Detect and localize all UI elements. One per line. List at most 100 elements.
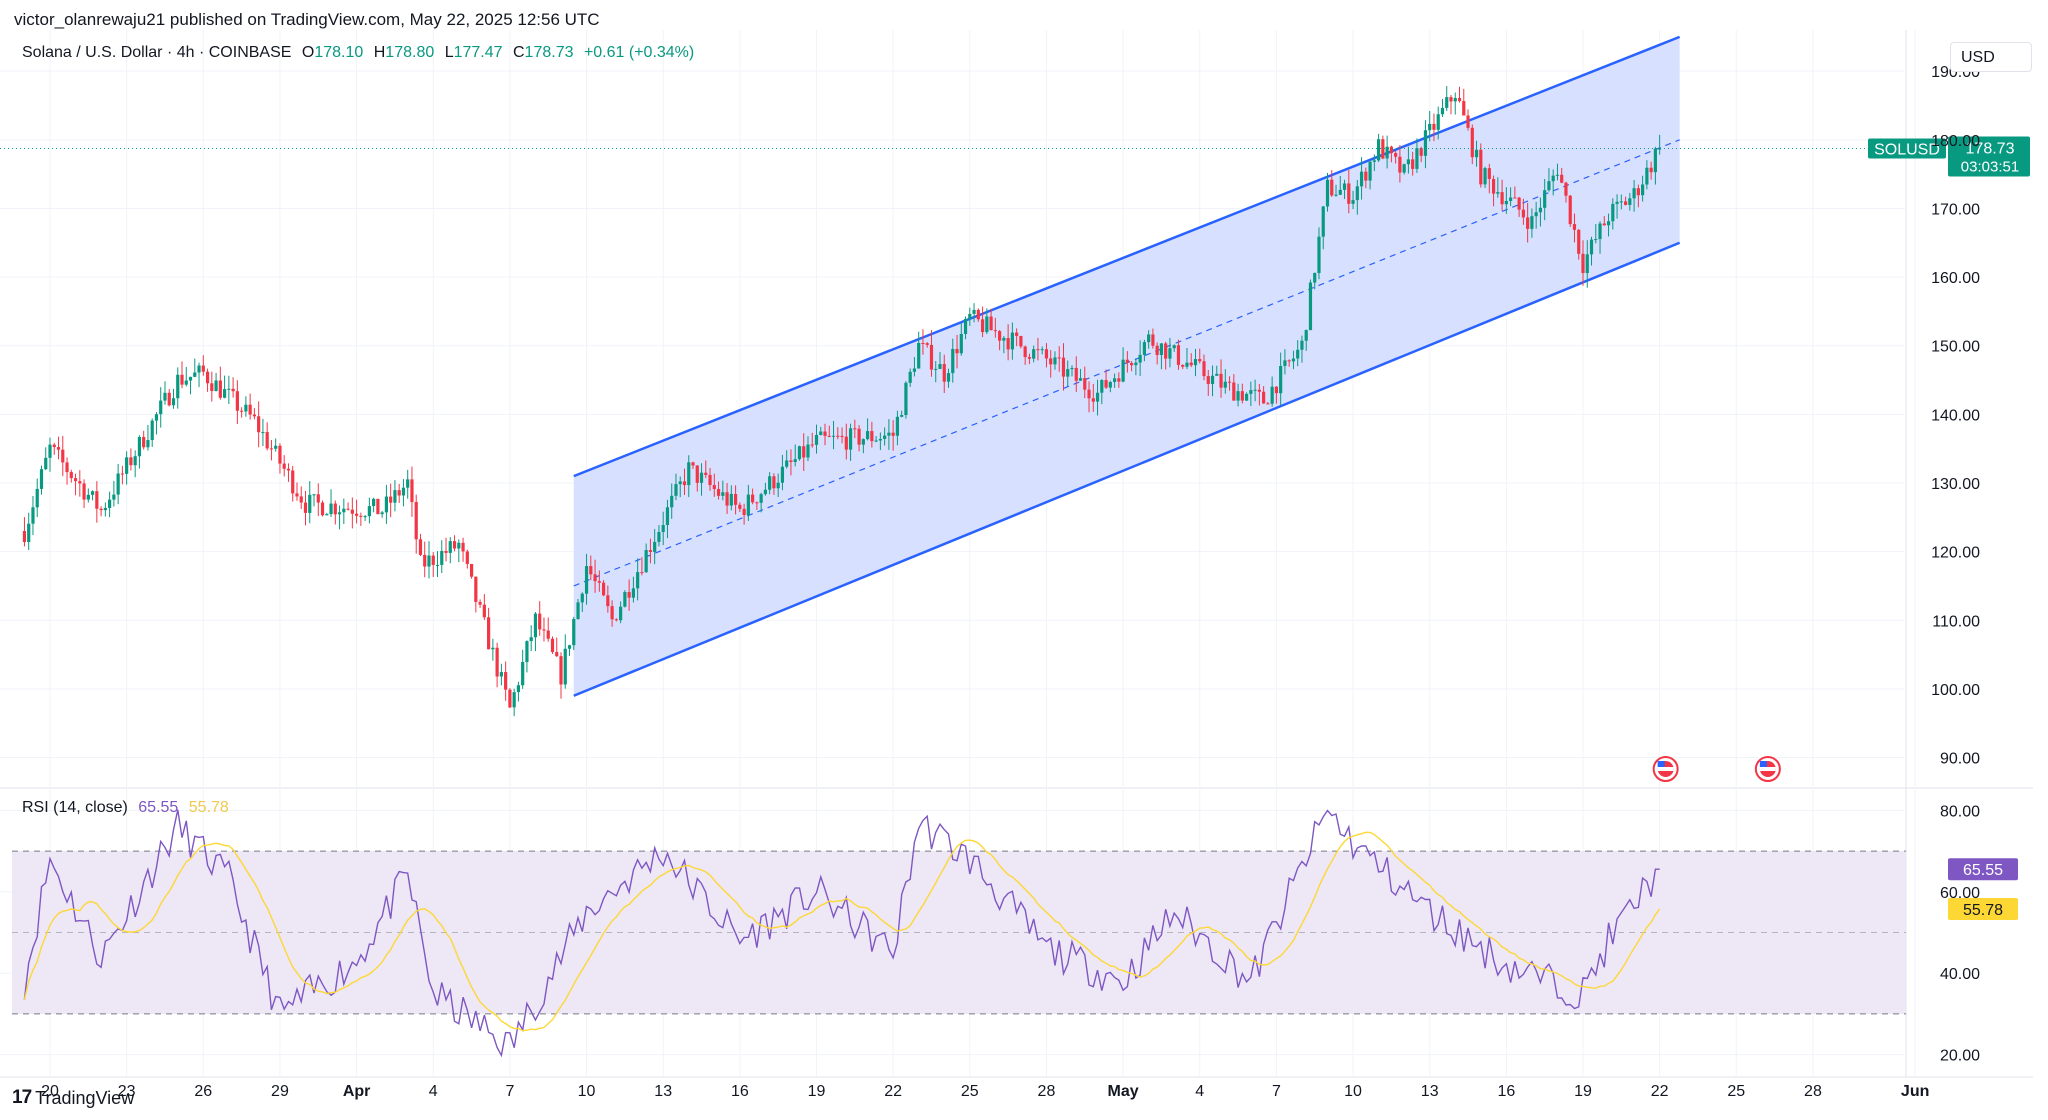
price-tick-label: 100.00 bbox=[1931, 682, 1980, 699]
candle-body bbox=[69, 472, 73, 479]
candle-body bbox=[291, 470, 295, 494]
time-tick-label: 20 bbox=[41, 1083, 59, 1100]
candle-body bbox=[248, 404, 252, 415]
candle-body bbox=[1577, 229, 1581, 254]
candle-body bbox=[1010, 332, 1014, 350]
candle-body bbox=[1181, 364, 1185, 367]
candle-body bbox=[1193, 359, 1198, 366]
candle-body bbox=[844, 436, 848, 450]
candle-body bbox=[461, 542, 465, 552]
ticker-tag-bg bbox=[1868, 138, 1946, 159]
candle-body bbox=[1066, 369, 1070, 377]
candle-body bbox=[1572, 224, 1577, 230]
symbol-title[interactable]: Solana / U.S. Dollar · 4h · COINBASE bbox=[22, 44, 292, 61]
candle-body bbox=[1602, 223, 1606, 226]
candle-body bbox=[1521, 209, 1525, 218]
candle-body bbox=[303, 502, 308, 513]
candle-body bbox=[133, 456, 137, 466]
rsi-label[interactable]: RSI (14, close) bbox=[22, 799, 128, 816]
time-tick-label: 16 bbox=[731, 1083, 749, 1100]
candle-body bbox=[1044, 349, 1049, 359]
rsi-legend: RSI (14, close) 65.55 55.78 bbox=[22, 799, 229, 817]
candle-body bbox=[521, 662, 525, 686]
candle-body bbox=[1555, 174, 1560, 176]
candle-body bbox=[597, 581, 601, 583]
candle-body bbox=[227, 388, 231, 390]
candle-body bbox=[550, 638, 555, 653]
candle-body bbox=[895, 416, 900, 436]
channel-lower-line bbox=[573, 241, 1681, 697]
candle-body bbox=[555, 652, 559, 657]
candle-body bbox=[802, 446, 806, 458]
candle-body bbox=[1355, 186, 1359, 201]
candle-body bbox=[1027, 357, 1032, 359]
candle-body bbox=[610, 606, 614, 620]
candle-body bbox=[1223, 381, 1227, 388]
regression-channel[interactable] bbox=[573, 35, 1681, 697]
candle-body bbox=[265, 432, 269, 449]
candle-body bbox=[1300, 340, 1304, 350]
candle-body bbox=[1151, 334, 1155, 346]
candle-body bbox=[193, 372, 197, 377]
candle-body bbox=[725, 492, 729, 506]
close-value: 178.73 bbox=[524, 44, 574, 61]
candle-body bbox=[1526, 217, 1530, 229]
candle-body bbox=[1249, 390, 1253, 394]
candle-body bbox=[516, 685, 521, 693]
economic-events[interactable] bbox=[1652, 756, 1781, 782]
candle-body bbox=[108, 499, 112, 508]
candle-body bbox=[448, 541, 452, 553]
candle-body bbox=[861, 439, 865, 445]
candle-body bbox=[972, 309, 976, 314]
candle-body bbox=[1078, 378, 1083, 381]
candle-body bbox=[1415, 148, 1419, 169]
candle-body bbox=[1134, 362, 1138, 366]
candle-body bbox=[827, 435, 831, 437]
time-tick-label: 25 bbox=[961, 1083, 979, 1100]
candle-body bbox=[180, 374, 184, 385]
published-header: victor_olanrewaju21 published on Trading… bbox=[14, 10, 600, 29]
candle-body bbox=[1347, 183, 1351, 204]
candle-body bbox=[887, 432, 891, 436]
time-tick-label: 4 bbox=[429, 1083, 438, 1100]
currency-button[interactable]: USD bbox=[1950, 42, 2032, 72]
candle-body bbox=[823, 431, 827, 436]
candle-body bbox=[742, 508, 746, 516]
candle-body bbox=[1155, 345, 1159, 356]
candle-body bbox=[465, 551, 469, 564]
candle-body bbox=[1359, 171, 1364, 187]
candle-body bbox=[1517, 197, 1521, 210]
candle-body bbox=[1091, 398, 1095, 402]
candle-body bbox=[414, 502, 418, 540]
candle-body bbox=[103, 507, 107, 511]
candle-body bbox=[418, 539, 423, 555]
candle-body bbox=[487, 617, 491, 650]
channel-upper-line bbox=[573, 35, 1681, 478]
footer-brand[interactable]: 17 TradingView bbox=[12, 1087, 134, 1109]
candle-body bbox=[1219, 373, 1223, 388]
candle-body bbox=[316, 494, 320, 503]
price-tick-label: 130.00 bbox=[1931, 476, 1980, 493]
candle-body bbox=[1070, 367, 1074, 370]
candle-body bbox=[1568, 195, 1572, 225]
rsi-value-label: 65.55 bbox=[1963, 862, 2003, 879]
candle-body bbox=[1491, 179, 1496, 194]
candle-body bbox=[372, 498, 376, 507]
candle-body bbox=[640, 572, 644, 574]
time-tick-label: 23 bbox=[118, 1083, 136, 1100]
time-tick-label: 7 bbox=[1272, 1083, 1281, 1100]
candle-body bbox=[1653, 148, 1657, 173]
candle-body bbox=[1423, 130, 1428, 156]
candle-body bbox=[1594, 239, 1598, 241]
candle-body bbox=[678, 481, 682, 485]
candle-body bbox=[188, 376, 193, 381]
candle-body bbox=[504, 672, 508, 690]
candle-body bbox=[934, 368, 938, 370]
candle-body bbox=[1632, 188, 1636, 199]
candle-body bbox=[52, 444, 56, 448]
candle-body bbox=[1117, 378, 1121, 382]
candle-body bbox=[674, 484, 678, 496]
candle-body bbox=[759, 494, 763, 503]
candle-body bbox=[814, 434, 819, 445]
